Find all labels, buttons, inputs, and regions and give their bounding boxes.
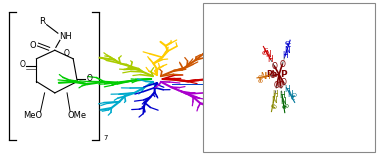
Text: H: H	[272, 90, 278, 99]
Text: C: C	[287, 43, 291, 48]
Text: H: H	[268, 55, 273, 64]
Text: O: O	[64, 49, 70, 58]
Text: O: O	[279, 60, 285, 69]
Text: H: H	[282, 52, 288, 61]
Bar	[203, 3, 375, 152]
Text: P: P	[280, 70, 287, 79]
Text: MeO: MeO	[23, 111, 42, 120]
Text: O: O	[274, 81, 280, 90]
Text: C: C	[263, 48, 268, 53]
Text: O: O	[284, 104, 289, 109]
Text: NH: NH	[59, 32, 71, 40]
Text: C: C	[282, 105, 286, 110]
Text: OMe: OMe	[68, 111, 87, 120]
Text: O: O	[281, 78, 287, 87]
Text: O: O	[278, 81, 284, 90]
Text: O: O	[87, 74, 93, 83]
Text: O: O	[262, 51, 266, 56]
Text: O: O	[29, 42, 36, 50]
Text: Ph: Ph	[266, 70, 277, 79]
Text: $_{7}$: $_{7}$	[103, 133, 109, 143]
Text: N: N	[284, 46, 290, 55]
Text: C: C	[290, 96, 295, 101]
Text: O: O	[272, 105, 277, 110]
Text: O: O	[258, 79, 263, 84]
Text: C: C	[270, 104, 275, 109]
Text: N: N	[265, 50, 271, 59]
Text: N: N	[287, 89, 293, 98]
Text: O: O	[291, 93, 297, 98]
Text: R: R	[39, 17, 46, 26]
Text: O: O	[271, 62, 277, 71]
Text: H: H	[264, 72, 270, 81]
Text: N: N	[280, 97, 286, 106]
Text: O: O	[19, 60, 25, 69]
Text: H: H	[279, 91, 285, 100]
Text: O: O	[270, 71, 275, 80]
Text: H: H	[285, 85, 290, 94]
Text: N: N	[261, 72, 266, 81]
Text: N: N	[271, 96, 277, 105]
Text: C: C	[258, 75, 262, 80]
Text: O: O	[284, 41, 289, 46]
